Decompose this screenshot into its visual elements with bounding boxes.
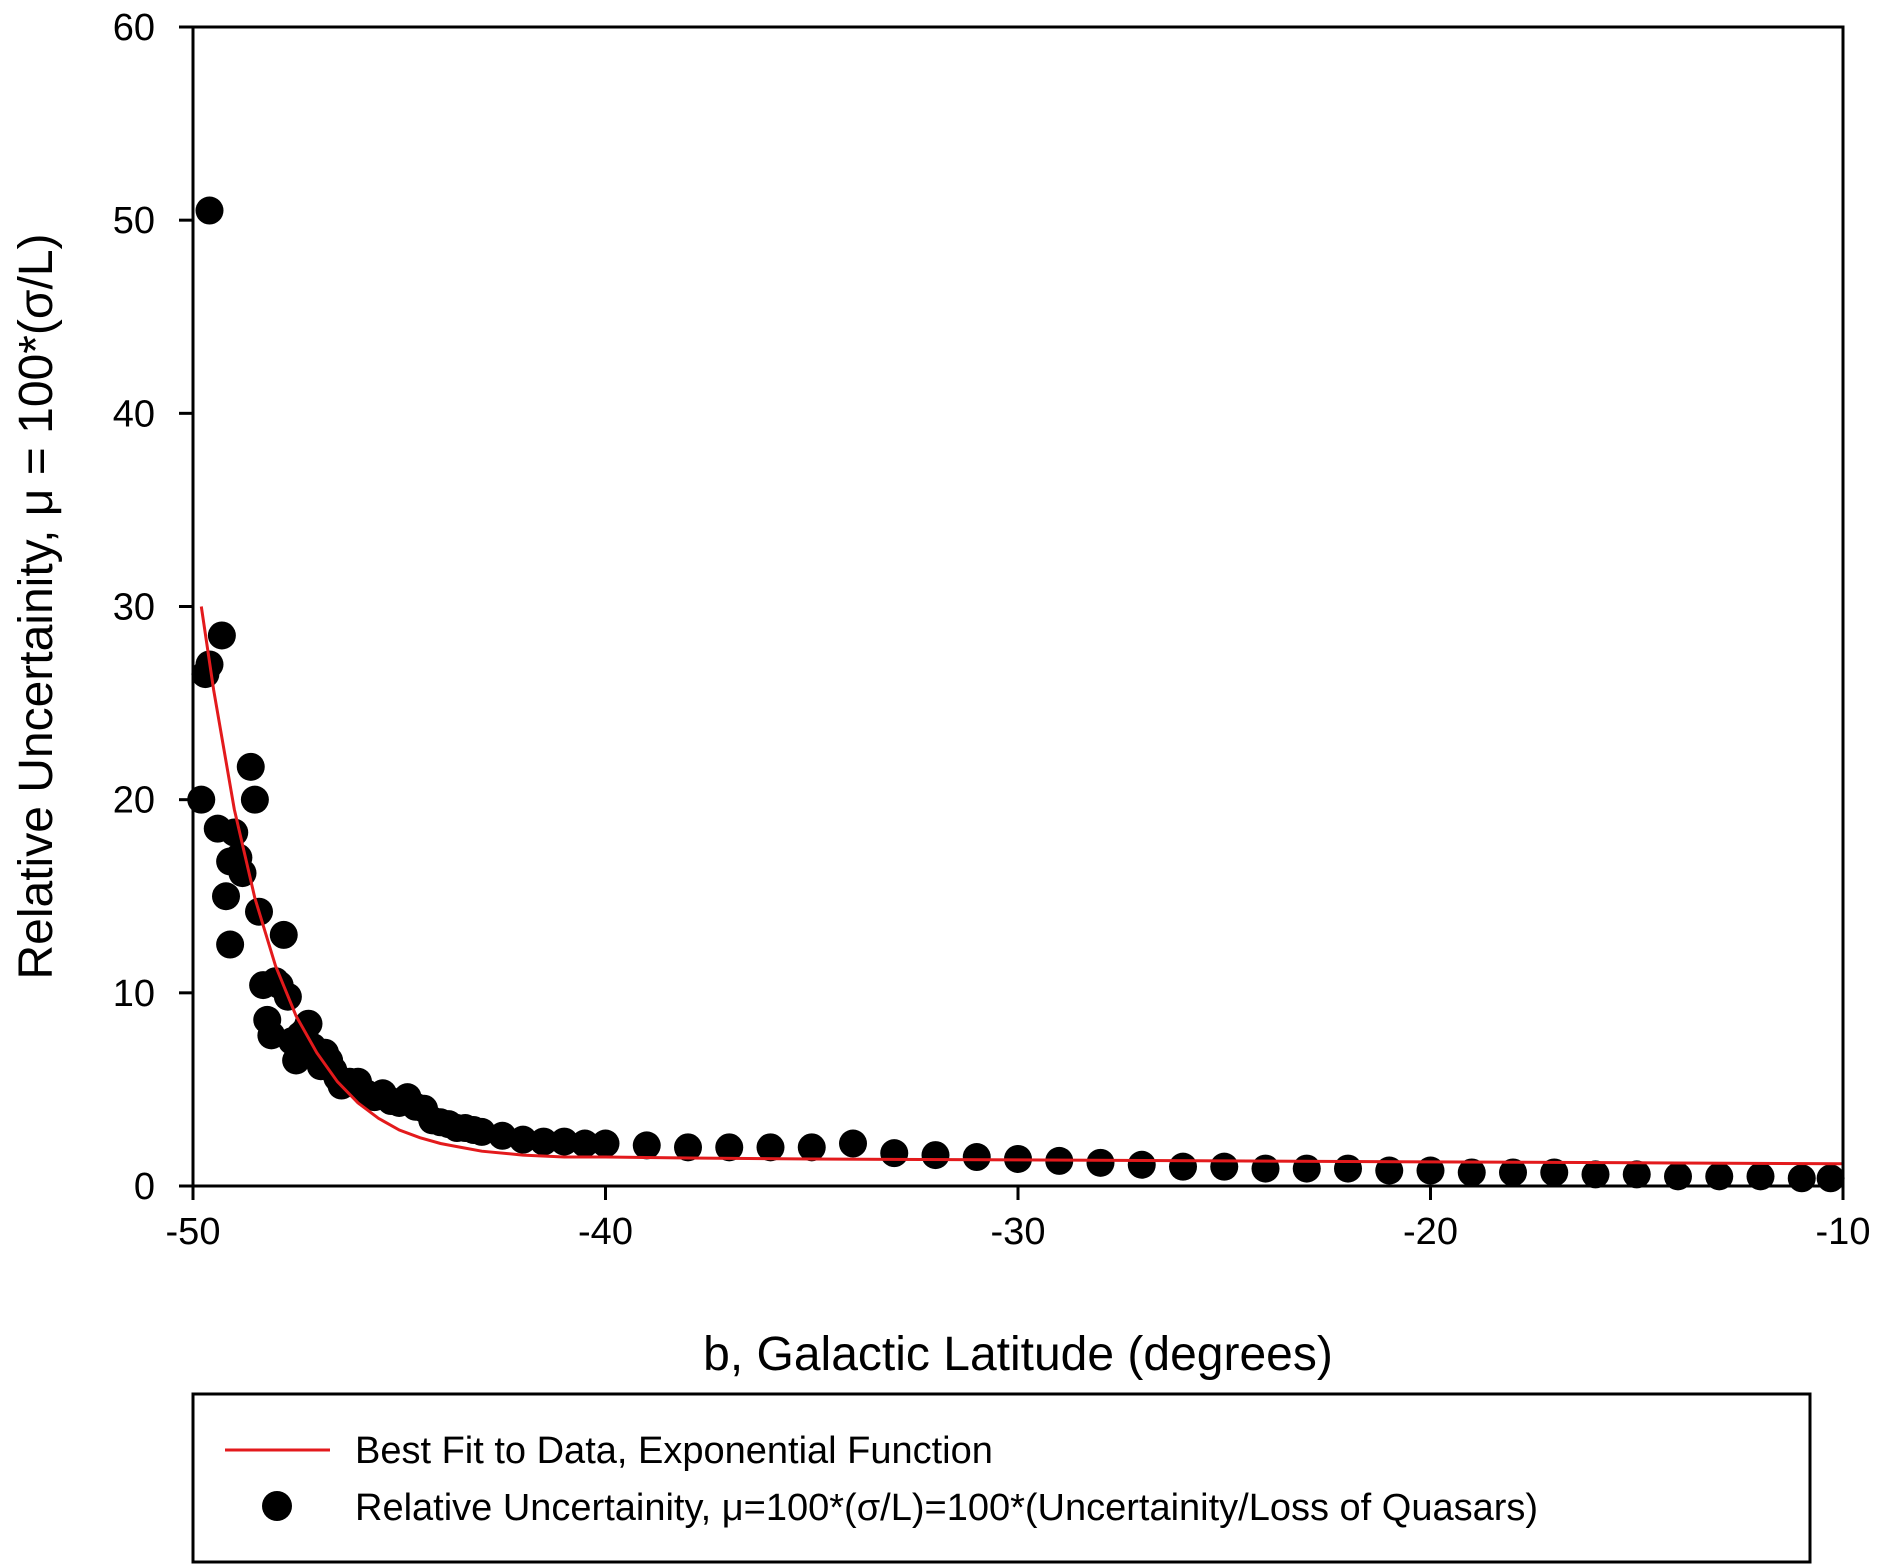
data-point xyxy=(921,1141,950,1170)
legend-box xyxy=(191,1392,1812,1564)
data-point xyxy=(756,1133,785,1162)
data-point xyxy=(1705,1162,1734,1191)
data-point xyxy=(570,1129,599,1158)
data-point xyxy=(880,1139,909,1168)
data-point xyxy=(220,818,249,847)
data-point xyxy=(1251,1154,1280,1183)
data-point xyxy=(1622,1160,1651,1189)
legend: Best Fit to Data, Exponential Function R… xyxy=(191,1392,1812,1564)
legend-dot-swatch xyxy=(262,1491,292,1521)
x-tick-label: -30 xyxy=(991,1211,1046,1253)
data-point xyxy=(962,1143,991,1172)
data-point xyxy=(207,621,236,650)
data-point xyxy=(1746,1162,1775,1191)
axes: -50 -40 -30 -20 -10 0 10 20 30 40 50 60 xyxy=(113,7,1871,1253)
data-point xyxy=(216,847,245,876)
y-tick-label: 30 xyxy=(113,587,155,629)
data-point xyxy=(1210,1152,1239,1181)
data-point xyxy=(1292,1154,1321,1183)
data-point xyxy=(632,1131,661,1160)
data-point xyxy=(294,1009,323,1038)
y-tick-label: 10 xyxy=(113,973,155,1015)
data-point xyxy=(839,1129,867,1158)
x-tick-label: -10 xyxy=(1816,1211,1871,1253)
data-point xyxy=(1375,1156,1404,1185)
fit-line xyxy=(199,606,1844,1166)
data-point xyxy=(216,930,245,959)
data-point xyxy=(529,1127,558,1156)
data-point xyxy=(1540,1158,1569,1187)
data-point xyxy=(1169,1152,1197,1181)
x-tick-label: -50 xyxy=(166,1211,221,1253)
y-tick-label: 0 xyxy=(134,1166,155,1208)
x-tick-label: -40 xyxy=(578,1211,633,1253)
data-point xyxy=(1334,1154,1362,1183)
data-point xyxy=(1664,1162,1692,1191)
legend-label-fit: Best Fit to Data, Exponential Function xyxy=(355,1430,993,1472)
data-point xyxy=(1816,1164,1845,1193)
data-point xyxy=(715,1133,744,1162)
data-point xyxy=(1499,1158,1527,1187)
data-point xyxy=(269,920,298,949)
data-point xyxy=(1457,1158,1486,1187)
data-point xyxy=(550,1127,579,1156)
data-point xyxy=(1086,1148,1115,1177)
x-tick-label: -20 xyxy=(1403,1211,1458,1253)
y-tick-label: 40 xyxy=(113,393,155,435)
y-tick-label: 20 xyxy=(113,780,155,822)
data-point xyxy=(591,1129,620,1158)
data-point xyxy=(195,196,224,225)
data-point xyxy=(236,752,265,781)
data-point xyxy=(1127,1150,1156,1179)
plot-area xyxy=(187,196,1845,1193)
data-point xyxy=(509,1125,537,1154)
plot-frame xyxy=(191,25,1845,1188)
data-point xyxy=(1787,1164,1816,1193)
y-axis-title: Relative Uncertainity, μ = 100*(σ/L) xyxy=(10,233,63,979)
data-point xyxy=(240,785,269,814)
data-point xyxy=(212,882,240,911)
y-tick-label: 50 xyxy=(113,200,155,242)
legend-label-data: Relative Uncertainity, μ=100*(σ/L)=100*(… xyxy=(355,1487,1538,1529)
data-point xyxy=(1416,1156,1445,1185)
data-point xyxy=(1581,1160,1610,1189)
data-point xyxy=(674,1133,702,1162)
y-tick-label: 60 xyxy=(113,7,155,49)
x-axis-title: b, Galactic Latitude (degrees) xyxy=(703,1328,1333,1381)
data-point xyxy=(797,1133,826,1162)
